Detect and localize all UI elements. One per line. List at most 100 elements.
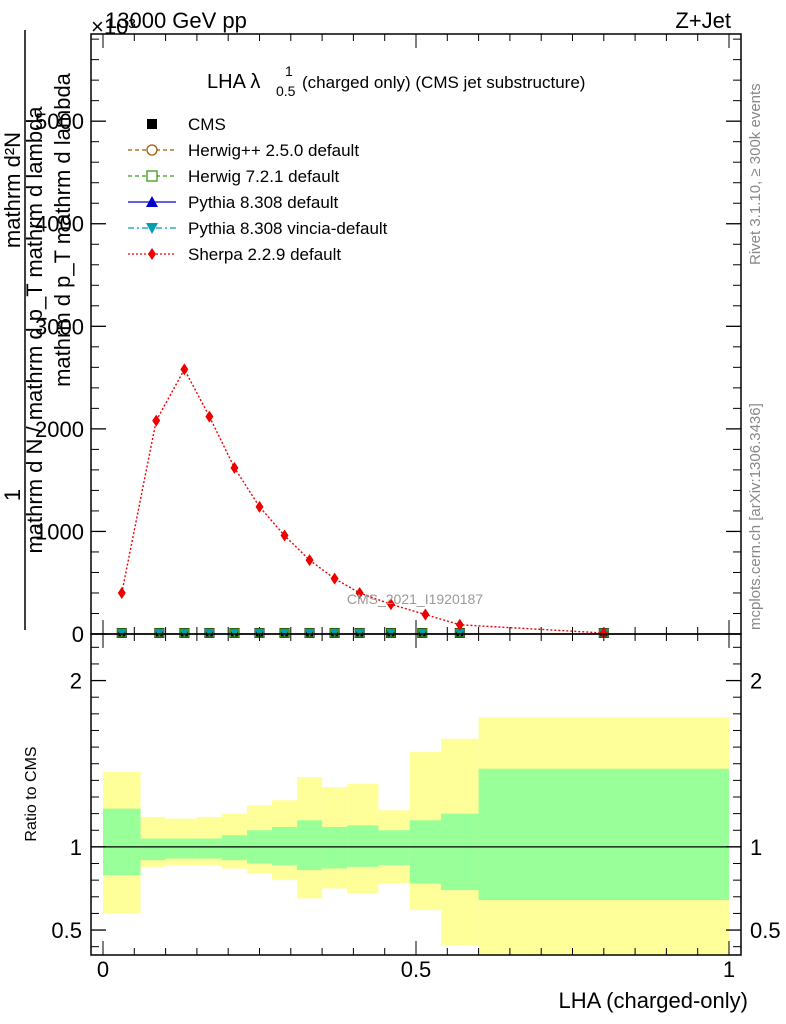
legend-marker (146, 144, 158, 156)
herwig7-point (330, 628, 340, 638)
sherpa-point (386, 598, 395, 611)
ratio-ytick-label: 0.5 (51, 918, 82, 943)
ratio-inner-band (441, 813, 479, 891)
herwig7-point (229, 628, 240, 638)
herwig7-point (179, 628, 189, 638)
mcplots-label: mcplots.cern.ch [arXiv:1306.3436] (747, 403, 764, 630)
xtick-label: 0.5 (401, 957, 432, 982)
main-ytick-label: 5000 (35, 109, 84, 134)
sherpa-point (255, 500, 264, 513)
pythia-vincia-point (385, 628, 396, 637)
main-ytick-label: 3000 (35, 314, 84, 339)
title-sub: 0.5 (276, 83, 296, 99)
ratio-inner-band (347, 825, 379, 867)
header-exponent: ×10³ (91, 14, 136, 39)
legend-label: Herwig 7.2.1 default (188, 167, 339, 186)
legend-marker (146, 223, 158, 234)
ratio-plot: 0.5 0.5 1 1 2 2 0 0.5 1 Ratio to CMS LHA (charge… (23, 633, 781, 1013)
ratio-inner-band (272, 826, 298, 866)
main-ytick-label: 4000 (35, 212, 84, 237)
title-main: LHA λ (207, 71, 260, 93)
legend-entry: Sherpa 2.2.9 default (128, 245, 341, 264)
ratio-ytick-label-right: 0.5 (750, 918, 781, 943)
main-ytick-label: 0 (72, 622, 84, 647)
legend-entry: Herwig++ 2.5.0 default (128, 141, 359, 160)
main-series (116, 363, 609, 639)
legend-marker (147, 119, 157, 129)
legend-label: Pythia 8.308 vincia-default (188, 219, 388, 238)
header-right-label: Z+Jet (675, 8, 731, 33)
ratio-inner-band (103, 808, 141, 876)
sherpa-point (152, 414, 161, 427)
legend-marker (146, 170, 158, 182)
xtick-label: 1 (723, 957, 735, 982)
herwig7-point (204, 628, 215, 638)
ratio-ytick-label: 2 (70, 669, 82, 694)
ratio-inner-band (478, 768, 729, 901)
sherpa-point (455, 618, 464, 631)
pythia-vincia-point (154, 628, 165, 637)
legend-entry: Herwig 7.2.1 default (128, 167, 339, 186)
legend-label: CMS (188, 115, 226, 134)
legend-entry: CMS (147, 115, 226, 134)
herwig7-point (304, 628, 315, 638)
watermark: CMS_2021_I1920187 (347, 591, 483, 607)
header-left-label: 13000 GeV pp (105, 8, 247, 33)
sherpa-point (230, 461, 239, 474)
ratio-inner-band (378, 830, 410, 866)
legend-marker (146, 196, 158, 207)
ratio-ytick-label: 1 (70, 835, 82, 860)
herwig7-point (386, 628, 396, 638)
main-axis-ticks: 0 1000 2000 3000 4000 5000 (35, 34, 741, 647)
legend-entry: Pythia 8.308 vincia-default (128, 219, 388, 238)
sherpa-point (355, 586, 364, 599)
ratio-bands (103, 717, 729, 955)
main-ytick-label: 2000 (35, 417, 84, 442)
pythia-vincia-point (329, 628, 340, 637)
sherpa-point (205, 410, 214, 423)
legend-label: Sherpa 2.2.9 default (188, 245, 341, 264)
legend-marker (148, 248, 156, 260)
herwig7-point (279, 628, 290, 638)
pythia-vincia-point (454, 628, 465, 637)
pythia-vincia-point (417, 628, 428, 637)
xaxis-label: LHA (charged-only) (558, 988, 748, 1013)
legend-entry: Pythia 8.308 default (128, 193, 339, 212)
ratio-inner-band (297, 820, 323, 871)
ylabel-top-text: mathrm d²N (0, 132, 25, 248)
sherpa-point (305, 554, 314, 567)
legend-label: Herwig++ 2.5.0 default (188, 141, 359, 160)
ratio-ylabel: Ratio to CMS (23, 746, 40, 841)
rivet-label: Rivet 3.1.10, ≥ 300k events (747, 83, 764, 265)
ratio-ytick-label-right: 1 (750, 835, 762, 860)
sherpa-point (330, 572, 339, 585)
pythia-vincia-point (279, 628, 290, 637)
ratio-inner-band (409, 820, 442, 884)
sherpa-point (599, 626, 608, 639)
sherpa-point (421, 608, 430, 621)
pythia-vincia-point (116, 628, 127, 637)
main-ylabel: 1 mathrm d N / mathrm d p_T mathrm d lam… (0, 30, 75, 630)
pythia-vincia-point (304, 628, 315, 637)
sherpa-point (180, 363, 189, 376)
ratio-inner-band (221, 835, 247, 861)
ylabel-numerator: 1 (0, 489, 25, 501)
sherpa-point (280, 529, 289, 542)
pythia-vincia-point (179, 628, 190, 637)
ylabel-main-text: mathrm d N / mathrm d p_T mathrm d lambd… (22, 106, 47, 554)
pythia-vincia-point (254, 628, 265, 637)
sherpa-point (117, 586, 126, 599)
pythia-vincia-point (229, 628, 240, 637)
legend: CMS Herwig++ 2.5.0 default Herwig 7.2.1 de… (128, 115, 388, 264)
ratio-inner-band (322, 826, 348, 869)
ratio-inner-band (165, 838, 197, 859)
pythia-vincia-point (204, 628, 215, 637)
ratio-axis-ticks: 0.5 0.5 1 1 2 2 0 0.5 1 (51, 634, 781, 982)
xtick-label: 0 (97, 957, 109, 982)
herwig7-point (417, 628, 427, 638)
herwig7-point (117, 628, 127, 638)
ratio-ytick-label-right: 2 (750, 669, 762, 694)
herwig7-point (154, 628, 164, 638)
